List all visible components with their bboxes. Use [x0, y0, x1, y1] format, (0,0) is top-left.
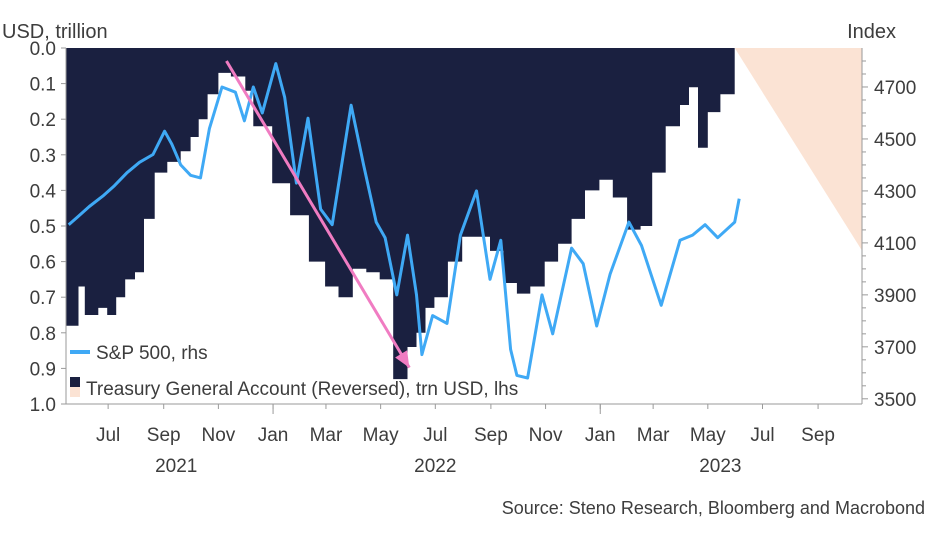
trend-arrow-head	[395, 350, 410, 368]
left-tick-label: 0.7	[30, 288, 56, 309]
series-tga-area	[66, 48, 735, 380]
x-tick-label: May	[363, 425, 399, 446]
x-tick-label: May	[690, 425, 726, 446]
left-tick-label: 0.5	[30, 217, 56, 238]
x-tick-label: Sep	[147, 425, 181, 446]
left-tick-label: 0.3	[30, 146, 56, 167]
year-label: 2021	[155, 456, 197, 477]
legend-swatch-forecast	[70, 387, 80, 397]
axes-layer	[61, 47, 868, 414]
year-label: 2022	[414, 456, 456, 477]
right-tick-label: 4100	[874, 234, 916, 255]
area-layer	[66, 48, 862, 380]
left-tick-label: 0.4	[30, 181, 57, 202]
series-sp500-line	[67, 62, 741, 380]
right-tick-label: 3500	[874, 390, 916, 411]
x-tick-label: Jul	[423, 425, 447, 446]
x-tick-label: Jul	[96, 425, 120, 446]
x-tick-label: Nov	[201, 425, 235, 446]
annotation-layer	[225, 60, 411, 369]
x-tick-label: Jul	[750, 425, 774, 446]
left-tick-label: 0.6	[30, 253, 56, 274]
left-tick-label: 0.2	[30, 110, 56, 131]
x-tick-label: Mar	[310, 425, 343, 446]
x-tick-label: Sep	[474, 425, 508, 446]
right-axis-title: Index	[847, 21, 896, 43]
trend-arrow-line	[225, 60, 411, 369]
left-tick-label: 0.0	[30, 39, 56, 60]
x-tick-label: Mar	[637, 425, 670, 446]
right-tick-label: 3900	[874, 286, 916, 307]
source-note: Source: Steno Research, Bloomberg and Ma…	[502, 498, 925, 518]
right-tick-label: 3700	[874, 338, 916, 359]
x-tick-label: Nov	[529, 425, 563, 446]
right-tick-label: 4700	[874, 78, 916, 99]
left-tick-label: 0.8	[30, 324, 56, 345]
legend-swatch-tga	[70, 377, 80, 387]
right-tick-label: 4500	[874, 130, 916, 151]
left-axis-title: USD, trillion	[2, 21, 108, 43]
forecast-wedge	[734, 48, 862, 251]
left-tick-label: 1.0	[30, 395, 56, 416]
line-layer	[67, 62, 741, 380]
x-tick-label: Sep	[801, 425, 835, 446]
text-layer: 0.0 0.1 0.2 0.3 0.4 0.5 0.6 0.7 0.8 0.9 1.0 3500 370…	[2, 21, 925, 518]
x-tick-label: Jan	[258, 425, 289, 446]
x-tick-label: Jan	[585, 425, 616, 446]
year-label: 2023	[699, 456, 741, 477]
legend-label-sp500: S&P 500, rhs	[96, 343, 208, 364]
legend: S&P 500, rhs Treasury General Account (Re…	[70, 343, 518, 400]
left-tick-label: 0.1	[30, 75, 56, 96]
legend-label-tga: Treasury General Account (Reversed), trn…	[86, 379, 518, 400]
right-tick-label: 4300	[874, 182, 916, 203]
left-tick-label: 0.9	[30, 359, 56, 380]
